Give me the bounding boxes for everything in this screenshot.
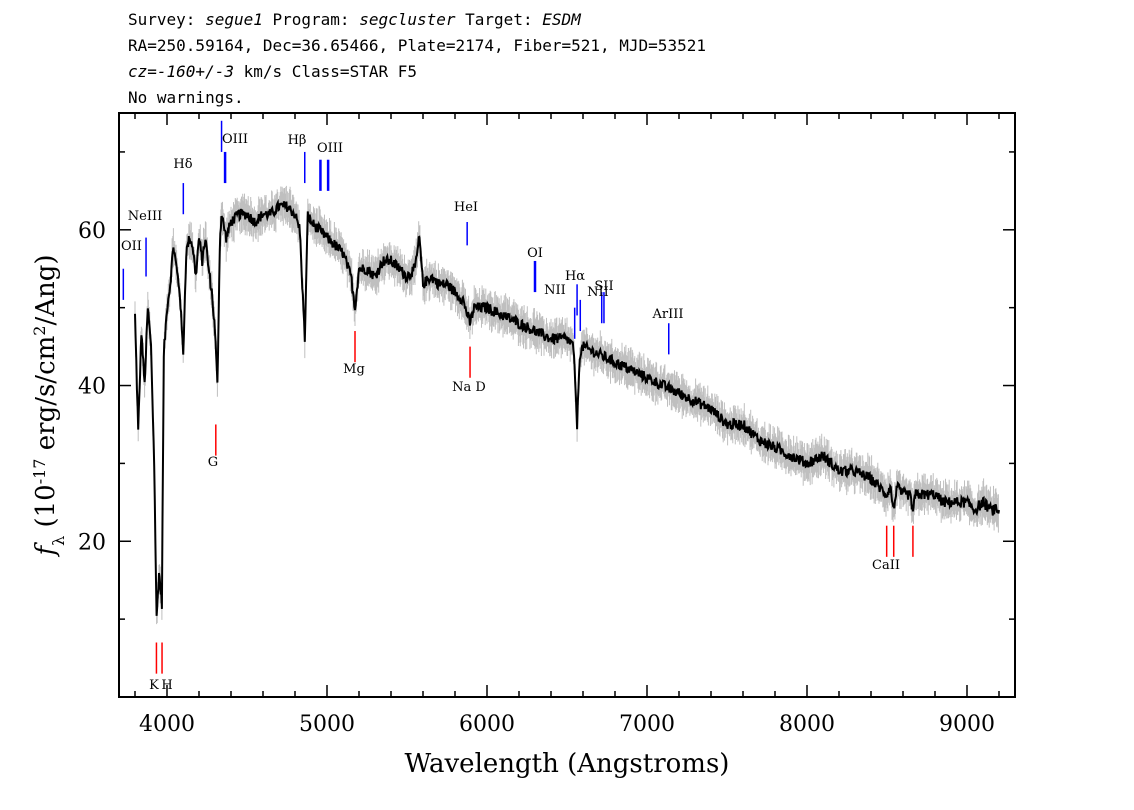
emission-line-label: NII [587, 285, 609, 300]
survey-name: segue1 [205, 10, 263, 29]
emission-line-label: Hβ [288, 133, 307, 148]
absorption-line-label: Mg [343, 362, 365, 377]
header-line-1: Survey: segue1 Program: segcluster Targe… [128, 10, 581, 29]
absorption-line-label: CaII [872, 558, 900, 573]
emission-line-label: Hδ [173, 157, 192, 172]
header-line-3: cz=-160+/-3 km/s Class=STAR F5 [128, 62, 417, 81]
emission-line-label: NeIII [128, 209, 162, 224]
x-tick-label: 4000 [139, 712, 195, 737]
x-tick-label: 7000 [619, 712, 675, 737]
absorption-line-label: H [161, 678, 172, 693]
absorption-line-label: K [149, 678, 159, 693]
redshift-value: cz=-160+/-3 [128, 62, 234, 81]
flux-line [134, 198, 1000, 616]
x-tick-label: 6000 [459, 712, 515, 737]
emission-line-label: OI [527, 246, 543, 261]
emission-line-label: HeI [454, 200, 478, 215]
emission-line-label: SII [594, 279, 613, 294]
emission-line-label: OIII [222, 132, 248, 147]
error-band [134, 185, 999, 625]
x-tick-label: 8000 [779, 712, 835, 737]
emission-line-label: OII [121, 239, 142, 254]
x-tick-label: 9000 [939, 712, 995, 737]
x-tick-label: 5000 [299, 712, 355, 737]
header-line-4: No warnings. [128, 88, 244, 107]
program-name: segcluster [359, 10, 456, 29]
emission-line-label: Hα [565, 269, 585, 284]
absorption-line-label: G [208, 455, 218, 470]
emission-line-label: NII [544, 283, 566, 298]
y-tick-label: 40 [78, 375, 106, 400]
x-axis-label: Wavelength (Angstroms) [405, 749, 730, 779]
header-line-2: RA=250.59164, Dec=36.65466, Plate=2174, … [128, 36, 706, 55]
plot-frame [118, 112, 1016, 698]
y-axis-label: fλ (10-17 erg/s/cm2/Ang) [30, 254, 68, 557]
absorption-line-label: Na D [452, 380, 486, 395]
target-name: ESDM [542, 10, 581, 29]
emission-line-label: OIII [317, 141, 343, 156]
y-tick-label: 20 [78, 530, 106, 555]
emission-line-label: ArIII [651, 307, 683, 322]
y-tick-label: 60 [78, 219, 106, 244]
